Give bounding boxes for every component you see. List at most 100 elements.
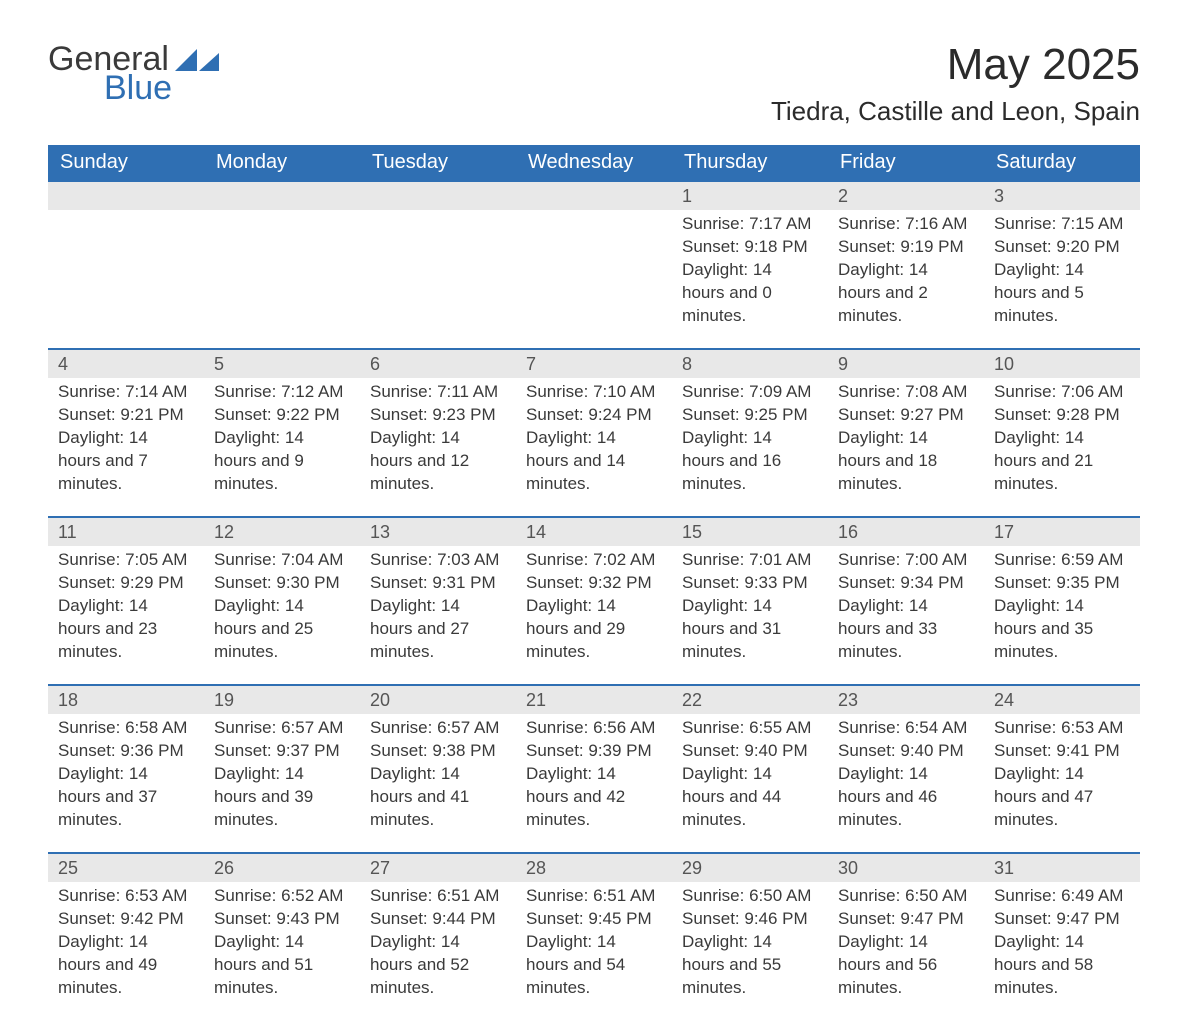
calendar-cell: 5Sunrise: 7:12 AMSunset: 9:22 PMDaylight… [204,350,360,516]
cell-body: Sunrise: 7:00 AMSunset: 9:34 PMDaylight:… [828,546,984,684]
cell-body: Sunrise: 6:59 AMSunset: 9:35 PMDaylight:… [984,546,1140,684]
day-number: 7 [516,350,672,378]
day-number: 9 [828,350,984,378]
day-number: 3 [984,182,1140,210]
day-header: Wednesday [516,145,672,180]
cell-body: Sunrise: 7:11 AMSunset: 9:23 PMDaylight:… [360,378,516,516]
sunrise-text: Sunrise: 6:50 AM [838,885,974,908]
calendar-week: 18Sunrise: 6:58 AMSunset: 9:36 PMDayligh… [48,684,1140,852]
daylight-text: Daylight: 14 hours and 31 minutes. [682,595,818,664]
calendar-header-row: SundayMondayTuesdayWednesdayThursdayFrid… [48,145,1140,180]
calendar-cell: 23Sunrise: 6:54 AMSunset: 9:40 PMDayligh… [828,686,984,852]
daylight-text: Daylight: 14 hours and 25 minutes. [214,595,350,664]
calendar-cell: 9Sunrise: 7:08 AMSunset: 9:27 PMDaylight… [828,350,984,516]
daylight-text: Daylight: 14 hours and 0 minutes. [682,259,818,328]
daylight-text: Daylight: 14 hours and 2 minutes. [838,259,974,328]
calendar-cell: 19Sunrise: 6:57 AMSunset: 9:37 PMDayligh… [204,686,360,852]
day-number: 5 [204,350,360,378]
daylight-text: Daylight: 14 hours and 52 minutes. [370,931,506,1000]
sunset-text: Sunset: 9:28 PM [994,404,1130,427]
calendar-cell: 12Sunrise: 7:04 AMSunset: 9:30 PMDayligh… [204,518,360,684]
sunset-text: Sunset: 9:45 PM [526,908,662,931]
daylight-text: Daylight: 14 hours and 29 minutes. [526,595,662,664]
sunset-text: Sunset: 9:40 PM [838,740,974,763]
calendar-cell: 30Sunrise: 6:50 AMSunset: 9:47 PMDayligh… [828,854,984,1020]
sunset-text: Sunset: 9:21 PM [58,404,194,427]
daylight-text: Daylight: 14 hours and 46 minutes. [838,763,974,832]
calendar-cell: 7Sunrise: 7:10 AMSunset: 9:24 PMDaylight… [516,350,672,516]
cell-body: Sunrise: 7:03 AMSunset: 9:31 PMDaylight:… [360,546,516,684]
day-number: 17 [984,518,1140,546]
cell-body: Sunrise: 7:10 AMSunset: 9:24 PMDaylight:… [516,378,672,516]
calendar-cell: 4Sunrise: 7:14 AMSunset: 9:21 PMDaylight… [48,350,204,516]
calendar-cell: 25Sunrise: 6:53 AMSunset: 9:42 PMDayligh… [48,854,204,1020]
sunrise-text: Sunrise: 6:55 AM [682,717,818,740]
day-number [516,182,672,210]
cell-body: Sunrise: 6:53 AMSunset: 9:41 PMDaylight:… [984,714,1140,852]
daylight-text: Daylight: 14 hours and 42 minutes. [526,763,662,832]
sunrise-text: Sunrise: 7:08 AM [838,381,974,404]
sunrise-text: Sunrise: 6:53 AM [58,885,194,908]
sunrise-text: Sunrise: 7:09 AM [682,381,818,404]
calendar-cell: 3Sunrise: 7:15 AMSunset: 9:20 PMDaylight… [984,182,1140,348]
calendar-cell: 28Sunrise: 6:51 AMSunset: 9:45 PMDayligh… [516,854,672,1020]
calendar-week: 11Sunrise: 7:05 AMSunset: 9:29 PMDayligh… [48,516,1140,684]
daylight-text: Daylight: 14 hours and 21 minutes. [994,427,1130,496]
calendar-cell [48,182,204,348]
day-number: 26 [204,854,360,882]
day-header: Thursday [672,145,828,180]
day-header: Friday [828,145,984,180]
daylight-text: Daylight: 14 hours and 55 minutes. [682,931,818,1000]
cell-body: Sunrise: 7:15 AMSunset: 9:20 PMDaylight:… [984,210,1140,348]
daylight-text: Daylight: 14 hours and 33 minutes. [838,595,974,664]
sunset-text: Sunset: 9:36 PM [58,740,194,763]
day-number [48,182,204,210]
daylight-text: Daylight: 14 hours and 54 minutes. [526,931,662,1000]
sunset-text: Sunset: 9:39 PM [526,740,662,763]
calendar-cell: 16Sunrise: 7:00 AMSunset: 9:34 PMDayligh… [828,518,984,684]
day-number: 16 [828,518,984,546]
day-number: 28 [516,854,672,882]
sunrise-text: Sunrise: 6:51 AM [370,885,506,908]
daylight-text: Daylight: 14 hours and 35 minutes. [994,595,1130,664]
day-header: Sunday [48,145,204,180]
cell-body: Sunrise: 7:01 AMSunset: 9:33 PMDaylight:… [672,546,828,684]
calendar-cell: 1Sunrise: 7:17 AMSunset: 9:18 PMDaylight… [672,182,828,348]
day-number: 30 [828,854,984,882]
brand-logo: General Blue [48,40,219,108]
sunrise-text: Sunrise: 7:11 AM [370,381,506,404]
calendar-cell [516,182,672,348]
cell-body: Sunrise: 7:12 AMSunset: 9:22 PMDaylight:… [204,378,360,516]
day-header: Saturday [984,145,1140,180]
sunset-text: Sunset: 9:18 PM [682,236,818,259]
cell-body: Sunrise: 6:57 AMSunset: 9:37 PMDaylight:… [204,714,360,852]
day-header: Monday [204,145,360,180]
sunrise-text: Sunrise: 7:01 AM [682,549,818,572]
daylight-text: Daylight: 14 hours and 9 minutes. [214,427,350,496]
daylight-text: Daylight: 14 hours and 58 minutes. [994,931,1130,1000]
sunset-text: Sunset: 9:37 PM [214,740,350,763]
title-block: May 2025 Tiedra, Castille and Leon, Spai… [771,40,1140,127]
cell-body: Sunrise: 7:16 AMSunset: 9:19 PMDaylight:… [828,210,984,348]
cell-body: Sunrise: 7:05 AMSunset: 9:29 PMDaylight:… [48,546,204,684]
cell-body: Sunrise: 6:50 AMSunset: 9:46 PMDaylight:… [672,882,828,1020]
calendar-cell: 11Sunrise: 7:05 AMSunset: 9:29 PMDayligh… [48,518,204,684]
cell-body [360,210,516,233]
sunset-text: Sunset: 9:47 PM [838,908,974,931]
sunrise-text: Sunrise: 6:54 AM [838,717,974,740]
cell-body: Sunrise: 7:14 AMSunset: 9:21 PMDaylight:… [48,378,204,516]
sunset-text: Sunset: 9:35 PM [994,572,1130,595]
sunset-text: Sunset: 9:27 PM [838,404,974,427]
sunrise-text: Sunrise: 6:59 AM [994,549,1130,572]
sunset-text: Sunset: 9:31 PM [370,572,506,595]
day-number: 12 [204,518,360,546]
sunrise-text: Sunrise: 6:57 AM [370,717,506,740]
sunset-text: Sunset: 9:23 PM [370,404,506,427]
calendar-cell: 29Sunrise: 6:50 AMSunset: 9:46 PMDayligh… [672,854,828,1020]
sunset-text: Sunset: 9:41 PM [994,740,1130,763]
daylight-text: Daylight: 14 hours and 37 minutes. [58,763,194,832]
day-number: 31 [984,854,1140,882]
calendar-cell: 18Sunrise: 6:58 AMSunset: 9:36 PMDayligh… [48,686,204,852]
cell-body: Sunrise: 6:51 AMSunset: 9:44 PMDaylight:… [360,882,516,1020]
cell-body: Sunrise: 7:09 AMSunset: 9:25 PMDaylight:… [672,378,828,516]
